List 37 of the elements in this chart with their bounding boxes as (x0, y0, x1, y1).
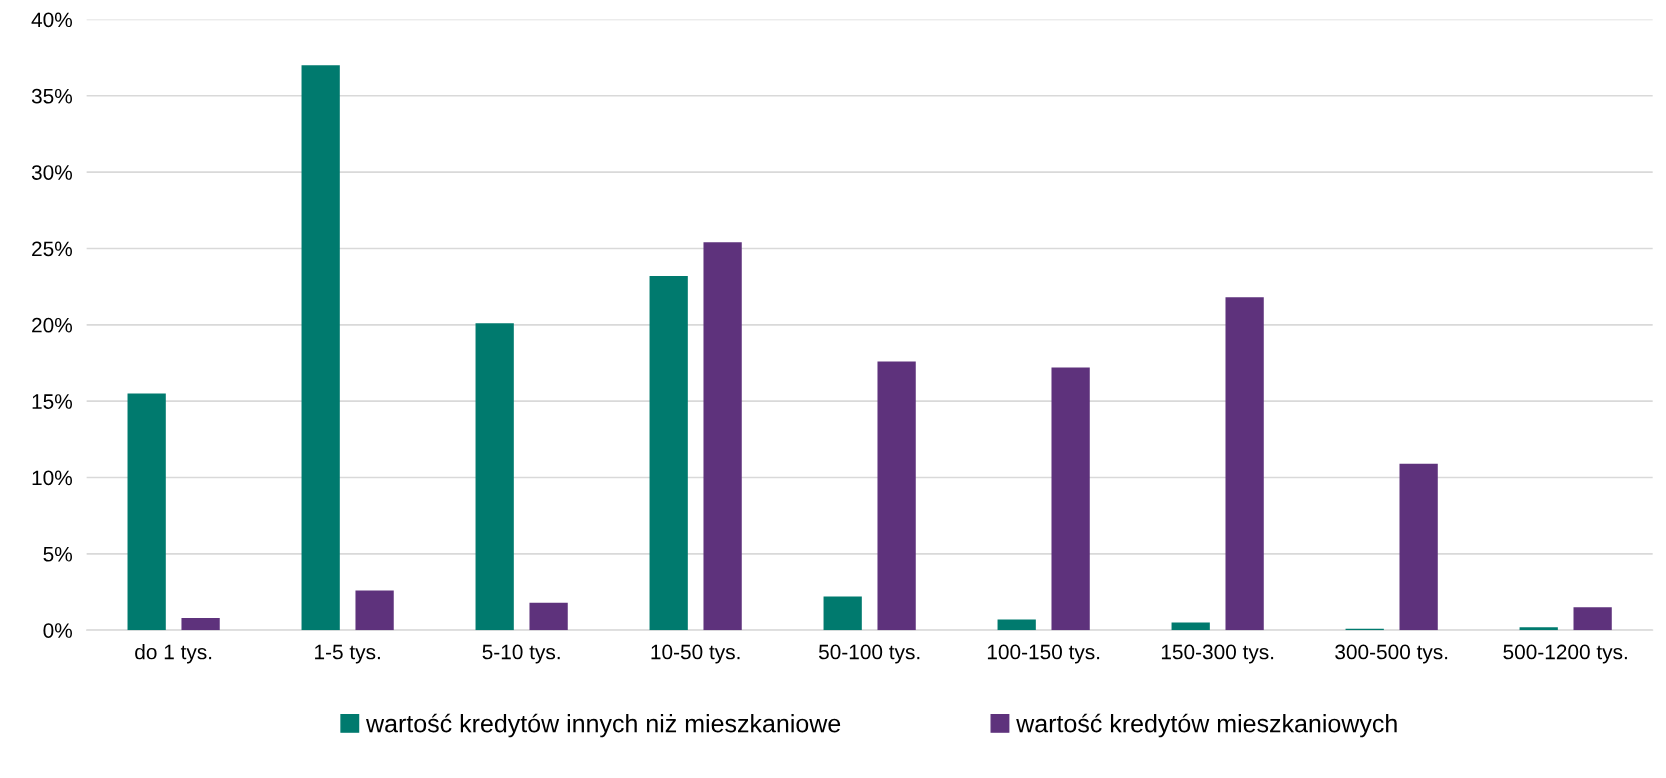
y-tick-label: 15% (32, 394, 72, 409)
bar (649, 275, 688, 631)
legend-label: wartość kredytów innych niż mieszkaniowe (366, 713, 841, 738)
y-tick-label: 10% (32, 470, 72, 486)
x-tick-label: 1-5 tys. (315, 644, 380, 664)
bar (997, 619, 1036, 631)
bar (475, 323, 514, 631)
y-tick-label: 5% (43, 546, 72, 562)
x-tick-label: 500-1200 tys. (1503, 644, 1627, 664)
x-tick-label: 100-150 tys. (987, 644, 1100, 664)
bar (1225, 297, 1264, 631)
bar (1573, 607, 1612, 631)
bar (301, 65, 340, 631)
bar (1519, 627, 1558, 631)
x-tick-label: do 1 tys. (135, 644, 212, 664)
bar (1171, 622, 1210, 631)
x-tick-label: 300-500 tys. (1335, 644, 1448, 664)
bar (703, 242, 742, 631)
bar (1051, 367, 1090, 631)
bar (181, 617, 220, 631)
bar (355, 590, 394, 631)
y-tick-label: 25% (32, 241, 72, 257)
y-tick-label: 0% (43, 623, 72, 638)
y-tick-label: 40% (31, 12, 72, 28)
bar (529, 602, 568, 631)
legend-label: wartość kredytów mieszkaniowych (1016, 713, 1397, 738)
y-tick-label: 35% (31, 88, 72, 104)
x-tick-label: 150-300 tys. (1161, 644, 1274, 664)
y-tick-label: 20% (32, 317, 72, 333)
x-tick-label: 5-10 tys. (482, 644, 560, 664)
x-tick-label: 50-100 tys. (818, 644, 920, 664)
bar (1399, 463, 1438, 631)
y-tick-label: 30% (31, 165, 72, 180)
bar (823, 596, 862, 631)
bar (127, 393, 166, 631)
x-tick-label: 10-50 tys. (651, 644, 740, 664)
bar (877, 361, 916, 631)
